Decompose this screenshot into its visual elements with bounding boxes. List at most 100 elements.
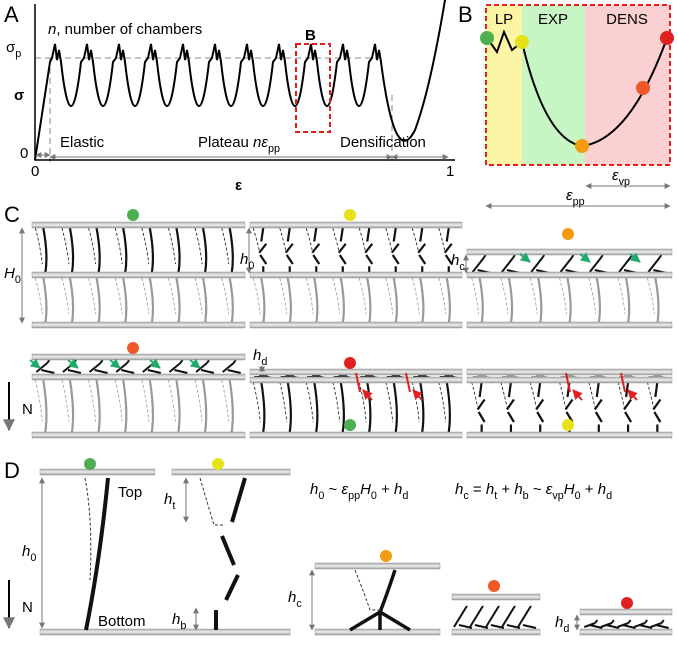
chamber-wall-thin — [385, 381, 394, 423]
x-axis-label: ε — [235, 177, 242, 194]
state-dot — [344, 209, 356, 221]
buckling-arrow — [519, 252, 531, 263]
chamber-wall — [313, 381, 319, 433]
subscript: t — [172, 500, 175, 512]
crack-mark — [355, 372, 361, 393]
text-run: h — [288, 589, 296, 606]
plate — [466, 271, 673, 279]
chamber-wall-thin — [500, 381, 508, 408]
collapsed-wall — [583, 619, 603, 629]
text-run: + — [377, 481, 394, 498]
chamber-wall — [366, 277, 372, 324]
chamber-wall-thin — [438, 277, 447, 315]
plate — [466, 248, 673, 256]
plate — [39, 468, 156, 476]
exp-band — [522, 5, 585, 165]
cell-drawings — [3, 209, 673, 636]
collapsed-wall — [650, 619, 669, 629]
crack-mark — [620, 372, 626, 393]
collapsed-wall — [35, 359, 55, 374]
chamber-wall-thin — [358, 277, 367, 315]
chamber-wall-thin — [279, 227, 287, 251]
chamber-wall-thin — [471, 381, 479, 408]
height-label: hb — [172, 611, 186, 632]
chamber-wall-thin — [617, 381, 625, 408]
text-run: H — [360, 481, 371, 498]
state-dot — [212, 458, 224, 470]
chamber-wall-thin — [194, 277, 203, 315]
text-run: + — [581, 481, 598, 498]
plate — [466, 431, 673, 439]
collapsed-wall — [485, 605, 505, 629]
subscript: d — [563, 623, 569, 635]
state-dot — [127, 209, 139, 221]
chamber-wall — [566, 277, 572, 324]
chamber-wall-thin — [358, 381, 367, 423]
buckling-arrow — [579, 252, 591, 263]
chamber-wall-thin — [199, 477, 225, 526]
chamber-wall — [68, 379, 75, 433]
load-label: N — [22, 599, 33, 616]
chamber-wall — [258, 227, 268, 273]
text-run: h — [598, 481, 606, 498]
chamber-wall-thin — [438, 227, 446, 251]
chamber-wall-thin — [559, 381, 566, 408]
crack-arrow — [362, 389, 373, 401]
chamber-wall-thin — [61, 379, 70, 422]
panel-label: C — [4, 202, 20, 227]
state-dot — [515, 35, 529, 49]
chamber-wall — [228, 227, 234, 274]
collapsed-wall — [115, 359, 135, 374]
chamber-wall — [445, 381, 451, 433]
chamber-wall — [228, 379, 234, 433]
chamber-wall-thin — [34, 379, 43, 422]
chamber-wall — [228, 277, 234, 324]
subscript: 0 — [15, 274, 21, 286]
text-run: h — [172, 611, 180, 628]
chamber-wall — [68, 277, 75, 324]
collapsed-wall — [647, 254, 667, 274]
region-label: Elastic — [60, 134, 105, 151]
stage-label: DENS — [606, 11, 648, 28]
chamber-wall-thin — [61, 277, 70, 315]
chamber-wall-thin — [385, 227, 393, 251]
collapsed-wall — [222, 359, 241, 374]
chamber-wall-thin — [168, 379, 176, 422]
chamber-wall — [122, 379, 128, 433]
state-dot — [344, 357, 356, 369]
text-run: = — [469, 481, 486, 498]
buckling-arrow — [29, 358, 41, 369]
chamber-wall — [392, 381, 398, 433]
chamber-wall-thin — [141, 277, 150, 315]
chamber-wall-thin — [438, 381, 447, 423]
subscript: 0 — [575, 490, 581, 502]
plate — [31, 271, 246, 279]
chamber-wall — [339, 277, 345, 324]
text-run: h — [455, 481, 463, 498]
chamber-wall — [42, 227, 48, 274]
subscript: p — [15, 48, 21, 60]
buckling-arrow — [109, 358, 121, 369]
chamber-wall — [175, 379, 181, 433]
height-label: h0 — [240, 251, 254, 272]
panel-label: B — [458, 2, 473, 27]
chamber-wall-thin — [61, 227, 70, 265]
subscript: 0 — [371, 490, 377, 502]
panel-label: A — [4, 2, 19, 27]
crack-arrow — [572, 389, 583, 401]
plate — [451, 593, 541, 601]
chamber-wall — [445, 277, 451, 324]
chamber-wall-thin — [588, 277, 597, 315]
chamber-wall — [311, 227, 321, 273]
chamber-wall — [364, 227, 374, 273]
collapsed-wall — [168, 359, 188, 374]
chamber-wall — [95, 277, 101, 324]
collapsed-wall — [471, 254, 491, 274]
text-run: h — [514, 481, 522, 498]
chamber-wall-thin — [358, 227, 366, 251]
chamber-wall-thin — [646, 277, 655, 315]
dens-band — [585, 5, 670, 165]
subscript: d — [402, 490, 408, 502]
chamber-wall-thin — [88, 277, 96, 315]
crack-arrow — [412, 389, 423, 401]
